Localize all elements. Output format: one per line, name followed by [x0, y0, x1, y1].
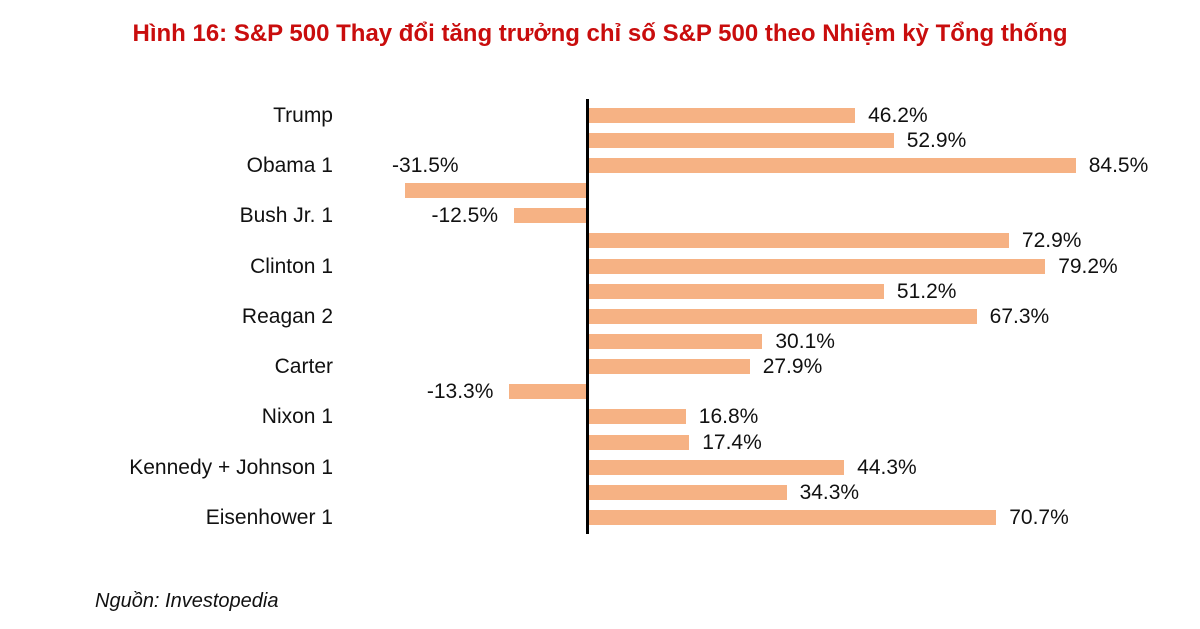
- bar: [589, 459, 845, 475]
- category-label: Trump: [273, 103, 333, 127]
- category-label: Nixon 1: [261, 405, 333, 429]
- value-label: 16.8%: [698, 405, 759, 429]
- bar: [514, 208, 586, 224]
- bar: [589, 283, 884, 299]
- value-label: 70.7%: [1009, 506, 1069, 529]
- bar: [589, 107, 856, 123]
- value-label: -13.3%: [426, 380, 494, 404]
- bar: [589, 308, 977, 324]
- bar: [509, 384, 586, 400]
- value-label: 67.3%: [989, 304, 1050, 328]
- category-label: Bush Jr. 1: [239, 204, 333, 228]
- value-label: 17.4%: [702, 430, 762, 454]
- value-label: 46.2%: [868, 103, 928, 127]
- value-label: 79.2%: [1058, 254, 1118, 278]
- category-label: Kennedy + Johnson 1: [129, 455, 333, 479]
- value-label: 30.1%: [775, 329, 835, 353]
- bar: [589, 157, 1076, 173]
- bar: [589, 434, 690, 450]
- category-label: Obama 1: [246, 153, 333, 177]
- category-label: Eisenhower 1: [205, 506, 333, 529]
- category-label: Carter: [274, 355, 333, 379]
- bar: [589, 334, 763, 350]
- bar: [589, 233, 1009, 249]
- source-caption: Nguồn: Investopedia: [95, 590, 279, 612]
- bar: [589, 132, 894, 148]
- bar: [589, 510, 997, 526]
- bar: [589, 409, 686, 425]
- category-label: Clinton 1: [250, 254, 333, 278]
- value-label: 51.2%: [896, 279, 957, 303]
- value-label: 34.3%: [799, 480, 860, 504]
- bar: [404, 183, 586, 199]
- bar: [589, 359, 750, 375]
- value-label: -31.5%: [392, 154, 459, 178]
- category-label: Reagan 2: [241, 304, 333, 328]
- value-label: 27.9%: [762, 355, 823, 379]
- bar: [589, 484, 787, 500]
- chart-title: Hình 16: S&P 500 Thay đổi tăng trưởng ch…: [132, 20, 1068, 47]
- zero-axis-line: [586, 99, 589, 534]
- value-label: 44.3%: [857, 455, 917, 479]
- bar: [589, 258, 1046, 274]
- value-label: -12.5%: [431, 204, 498, 228]
- plot-area: Trump 46.2% 52.9% Obama 1 84.5% -31.5% Bush Jr…: [129, 99, 1149, 534]
- value-label: 84.5%: [1088, 153, 1149, 177]
- value-label: 72.9%: [1021, 229, 1082, 253]
- value-label: 52.9%: [906, 128, 967, 152]
